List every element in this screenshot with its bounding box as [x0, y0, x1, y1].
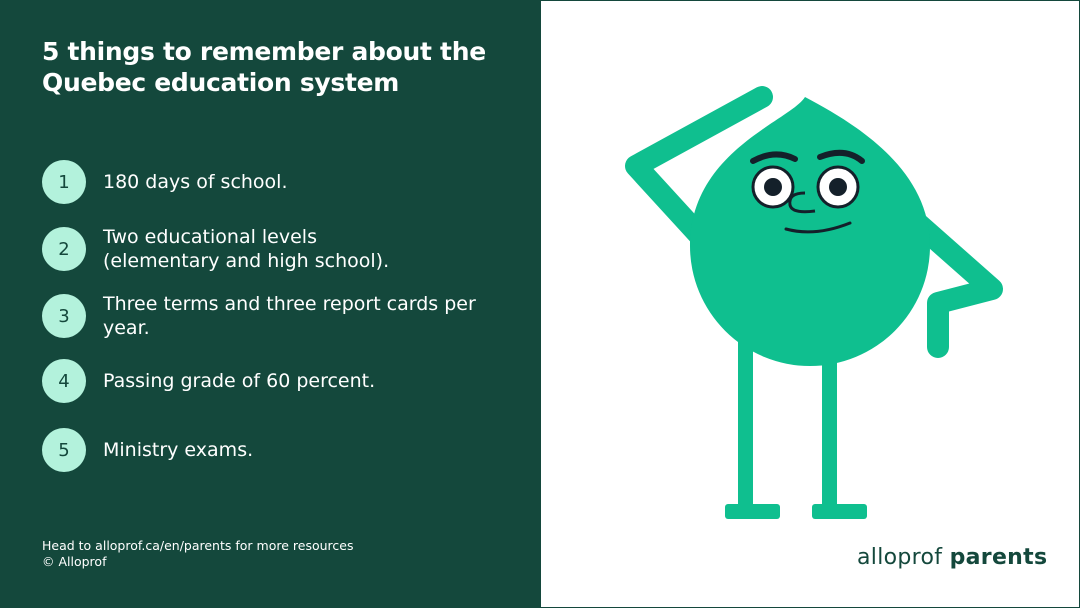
- mascot-right-leg: [822, 331, 837, 516]
- number-badge: 5: [42, 428, 86, 472]
- list-item: 4 Passing grade of 60 percent.: [42, 359, 503, 403]
- footer: Head to alloprof.ca/en/parents for more …: [42, 538, 353, 570]
- number-badge: 2: [42, 227, 86, 271]
- mascot-illustration: [625, 86, 1003, 519]
- number-badge: 4: [42, 359, 86, 403]
- footer-link-text: Head to alloprof.ca/en/parents for more …: [42, 538, 354, 553]
- illustration-panel: alloprof parents: [541, 0, 1080, 608]
- mascot-left-leg: [738, 331, 753, 516]
- logo-parents: parents: [949, 545, 1048, 570]
- alloprof-parents-logo: alloprof parents: [857, 545, 1047, 570]
- mascot-face: [750, 149, 865, 234]
- number-badge: 3: [42, 294, 86, 338]
- info-panel: 5 things to remember about the Quebec ed…: [0, 0, 541, 608]
- copyright: © Alloprof: [42, 554, 107, 569]
- list-item: 1 180 days of school.: [42, 160, 503, 204]
- list-item: 5 Ministry exams.: [42, 428, 503, 472]
- item-text: Ministry exams.: [103, 439, 254, 461]
- page-title: 5 things to remember about the Quebec ed…: [42, 37, 486, 97]
- mascot-right-foot: [812, 504, 867, 519]
- mascot-right-arm: [904, 210, 1003, 358]
- number-badge: 1: [42, 160, 86, 204]
- list-item: 3 Three terms and three report cards per …: [42, 292, 503, 340]
- item-text: Passing grade of 60 percent.: [103, 370, 376, 392]
- item-text: Two educational levels (elementary and h…: [103, 226, 390, 272]
- list-item: 2 Two educational levels (elementary and …: [42, 225, 403, 273]
- logo-alloprof: alloprof: [857, 545, 943, 570]
- mascot-left-foot: [725, 504, 780, 519]
- item-text: 180 days of school.: [103, 171, 288, 193]
- item-text: Three terms and three report cards per y…: [103, 293, 476, 339]
- mascot-left-arm: [625, 86, 773, 247]
